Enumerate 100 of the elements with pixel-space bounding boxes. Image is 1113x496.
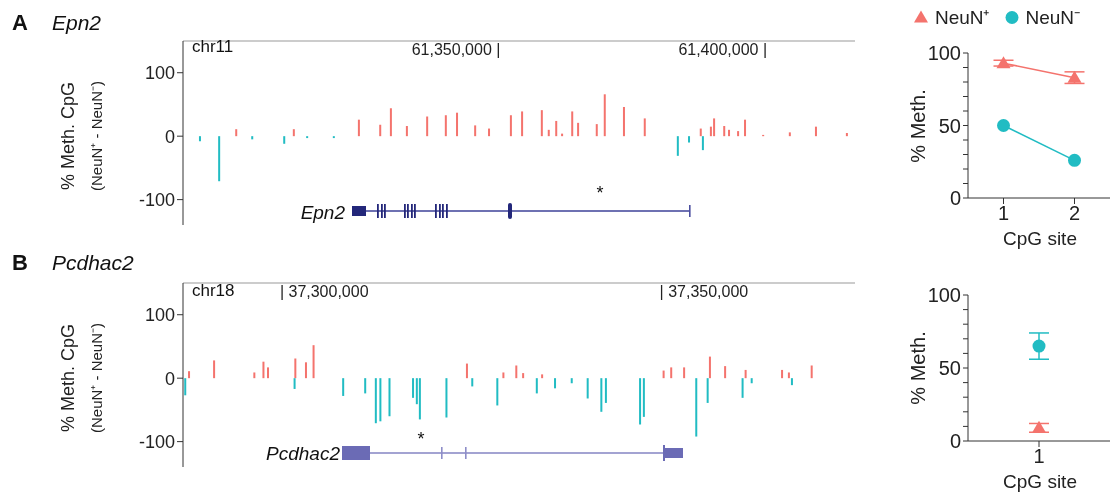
bar <box>426 116 429 137</box>
bar <box>471 378 474 387</box>
bar <box>293 378 296 389</box>
bar <box>379 124 382 137</box>
text: B <box>12 249 28 275</box>
bar <box>456 112 459 137</box>
bar <box>723 126 726 137</box>
y-axis-title: % Meth. <box>907 331 929 405</box>
bar <box>253 372 256 379</box>
bar <box>600 378 603 412</box>
x-tick-label: 1 <box>1033 445 1045 468</box>
bar <box>292 129 295 137</box>
legend-label: NeuN⁺ <box>934 6 990 30</box>
x-tick-label: | 37,300,000 <box>279 283 369 300</box>
bar <box>595 124 598 137</box>
bar <box>706 378 709 403</box>
bar <box>379 378 382 422</box>
bar <box>535 378 538 394</box>
x-axis-title: CpG site <box>1003 470 1077 492</box>
bar <box>724 366 727 379</box>
bar <box>713 118 716 137</box>
y-tick-label: -100 <box>138 432 175 453</box>
bar <box>405 126 408 137</box>
bar <box>708 356 711 379</box>
annotation: Pcdhac2 <box>266 442 341 464</box>
annotation: chr11 <box>192 36 234 56</box>
bar <box>444 115 447 137</box>
bar <box>364 378 367 394</box>
point <box>997 119 1010 132</box>
bar <box>522 373 525 379</box>
bar <box>509 115 512 137</box>
bar <box>474 125 477 137</box>
x-axis-title: CpG site <box>1003 227 1077 249</box>
bar <box>577 122 580 137</box>
annotation: * <box>596 183 604 203</box>
bar <box>688 136 691 143</box>
y-tick-label: 100 <box>144 63 175 84</box>
bar <box>488 128 491 137</box>
y-tick-label: 50 <box>938 357 961 380</box>
bar <box>294 358 297 379</box>
y-tick-label: 100 <box>927 284 961 307</box>
bar <box>750 378 753 384</box>
bar <box>515 365 518 379</box>
bar <box>547 129 550 137</box>
bar <box>342 378 345 396</box>
y-tick-label: 100 <box>144 305 175 326</box>
bar <box>262 361 265 379</box>
x-tick-label: 61,350,000 | <box>411 41 501 58</box>
bar <box>357 119 360 137</box>
bar <box>304 362 307 379</box>
bar <box>781 369 784 379</box>
bar <box>184 378 187 396</box>
x-tick-label: 1 <box>997 202 1010 225</box>
y-axis-title: % Meth. <box>907 89 929 163</box>
bar <box>418 378 421 420</box>
bar <box>571 111 574 137</box>
bar <box>670 367 673 379</box>
bar <box>737 131 740 137</box>
bar <box>445 378 448 418</box>
y-tick-label: 0 <box>949 187 961 210</box>
bar <box>790 378 793 386</box>
chart-title: Epn2 <box>52 10 102 34</box>
bar <box>586 378 589 399</box>
y-tick-label: 100 <box>927 42 961 65</box>
annotation: * <box>417 429 425 449</box>
bar <box>235 129 238 137</box>
annotation: Epn2 <box>300 201 346 223</box>
bar <box>728 129 731 137</box>
bar <box>810 365 813 379</box>
bar <box>662 370 665 379</box>
y-tick-label: 0 <box>949 430 961 453</box>
x-tick-label: 61,400,000 | <box>678 41 768 58</box>
bar <box>312 345 315 379</box>
y-tick-label: -100 <box>138 190 175 211</box>
bar <box>622 106 625 137</box>
y-tick-label: 0 <box>164 368 175 389</box>
bar <box>283 136 286 144</box>
bar <box>604 378 607 403</box>
bar <box>251 136 254 140</box>
chart-title: Pcdhac2 <box>52 250 135 274</box>
bar <box>676 136 679 156</box>
bar <box>389 108 392 137</box>
bar <box>267 367 270 379</box>
bar <box>188 371 191 379</box>
bar <box>521 111 524 137</box>
bar <box>695 378 698 437</box>
bar <box>787 372 790 379</box>
bar <box>744 369 747 379</box>
y-axis-title: % Meth. CpG (NeuN⁺ - NeuN⁻) <box>58 322 105 434</box>
bar <box>555 120 558 137</box>
annotation: chr18 <box>192 280 235 300</box>
bar <box>642 378 645 417</box>
bar <box>570 378 573 384</box>
bar <box>744 119 747 137</box>
bar <box>603 94 606 137</box>
bar <box>683 367 686 379</box>
bar <box>465 363 468 379</box>
y-axis-title: % Meth. CpG (NeuN⁺ - NeuN⁻) <box>58 80 105 192</box>
bar <box>213 360 216 379</box>
bar <box>496 378 499 406</box>
